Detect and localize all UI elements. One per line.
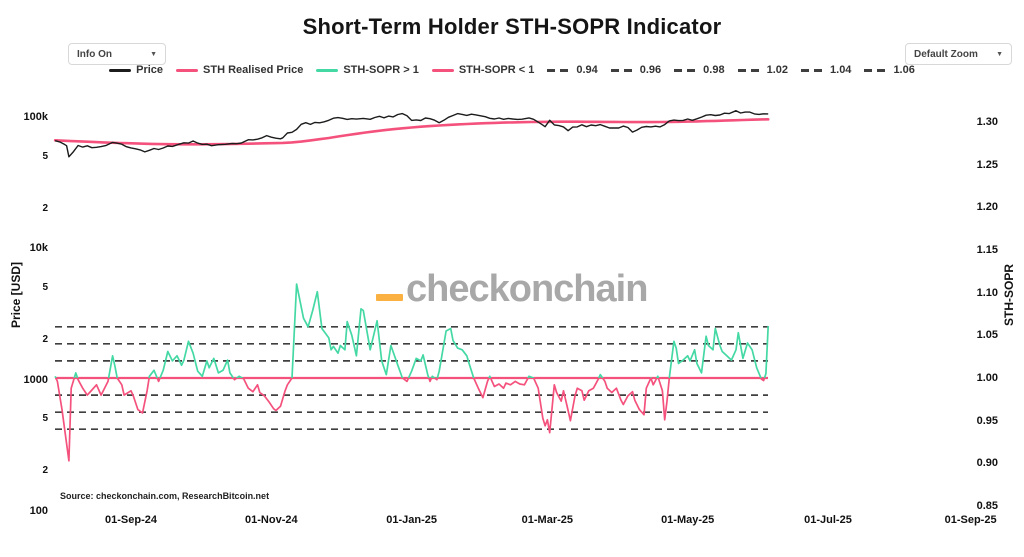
sopr-axis-tick: 1.10 [976,286,998,299]
date-axis-tick: 01-May-25 [661,514,715,526]
price-axis-tick: 2 [42,334,48,346]
price-axis-tick: 100k [23,111,48,123]
legend-line-swatch [431,68,454,72]
zoom-preset-dropdown[interactable]: Default Zoom ▼ [905,43,1012,65]
legend-line-swatch [316,68,339,72]
legend-label: STH-SOPR < 1 [458,64,535,76]
info-toggle-dropdown[interactable]: Info On ▼ [68,43,166,65]
legend-item-0.94[interactable]: 0.94 [547,64,598,76]
legend-item-0.98[interactable]: 0.98 [674,64,725,76]
watermark-text: checkonchain [406,268,648,310]
legend-line-swatch [109,68,132,72]
date-axis-tick: 01-Sep-24 [105,514,157,526]
legend-label: Price [136,64,164,76]
legend-item-1.02[interactable]: 1.02 [737,64,789,76]
legend-line-swatch [176,68,199,72]
source-note: Source: checkonchain.com, ResearchBitcoi… [60,491,270,501]
date-axis-tick: 01-Sep-25 [944,514,997,526]
legend-label: STH-SOPR > 1 [343,64,419,76]
sth-sopr-line-below-1 [54,378,766,462]
legend-item-1.06[interactable]: 1.06 [864,64,915,76]
legend-label: 1.02 [766,64,789,76]
price-axis-tick: 5 [42,281,48,293]
legend-dash-swatch [864,68,889,72]
sopr-axis-tick: 0.85 [976,500,998,513]
zoom-preset-label: Default Zoom [914,48,978,60]
legend-item-sth-realised-price[interactable]: STH Realised Price [176,64,303,76]
date-axis-tick: 01-Mar-25 [521,514,574,526]
sopr-axis-tick: 0.95 [976,414,998,427]
watermark-underscore [376,294,403,301]
legend-item-price[interactable]: Price [109,64,163,76]
legend-dash-swatch [737,68,762,72]
sopr-axis-tick: 0.90 [976,457,998,470]
date-axis-tick: 01-Jan-25 [386,514,437,526]
sopr-axis-tick: 1.05 [976,329,998,342]
price-line [54,110,769,158]
sopr-axis-tick: 1.00 [976,372,998,384]
watermark: checkonchain [376,268,648,311]
legend-label: 1.04 [830,64,852,76]
legend-label: STH Realised Price [203,64,304,76]
legend-label: 0.98 [703,64,725,76]
legend: Price STH Realised Price STH-SOPR > 1 STH-S… [0,64,1024,76]
sopr-axis-tick: 1.25 [976,158,998,171]
chevron-down-icon: ▼ [150,50,157,58]
date-axis-tick: 01-Nov-24 [245,514,298,526]
price-axis-tick: 5 [42,413,48,425]
legend-label: 1.06 [893,64,915,76]
sth-realised-price-line [53,118,770,146]
price-axis-tick: 2 [42,202,48,214]
price-axis-tick: 1000 [23,373,48,386]
legend-label: 0.94 [576,64,598,76]
legend-label: 0.96 [639,64,662,76]
legend-dash-swatch [547,68,572,72]
sopr-axis-tick: 1.30 [976,115,998,128]
price-axis-tick: 10k [29,242,48,255]
sopr-axis-tick: 1.15 [976,243,998,256]
legend-item-sth-sopr-1[interactable]: STH-SOPR < 1 [431,64,535,76]
legend-dash-swatch [610,68,635,72]
sth-sopr-line-above-1 [54,283,770,378]
legend-dash-swatch [801,68,826,72]
price-axis-tick: 2 [42,465,48,477]
price-axis-tick: 100 [29,504,48,517]
legend-dash-swatch [674,68,699,72]
legend-item-0.96[interactable]: 0.96 [610,64,662,76]
info-toggle-label: Info On [77,48,112,60]
price-axis-tick: 5 [42,150,48,162]
page-title: Short-Term Holder STH-SOPR Indicator [302,14,722,39]
legend-item-sth-sopr-1[interactable]: STH-SOPR > 1 [316,64,419,76]
legend-item-1.04[interactable]: 1.04 [801,64,851,76]
chevron-down-icon: ▼ [996,50,1003,58]
date-axis-tick: 01-Jul-25 [804,514,852,526]
sopr-axis-tick: 1.20 [976,201,998,214]
